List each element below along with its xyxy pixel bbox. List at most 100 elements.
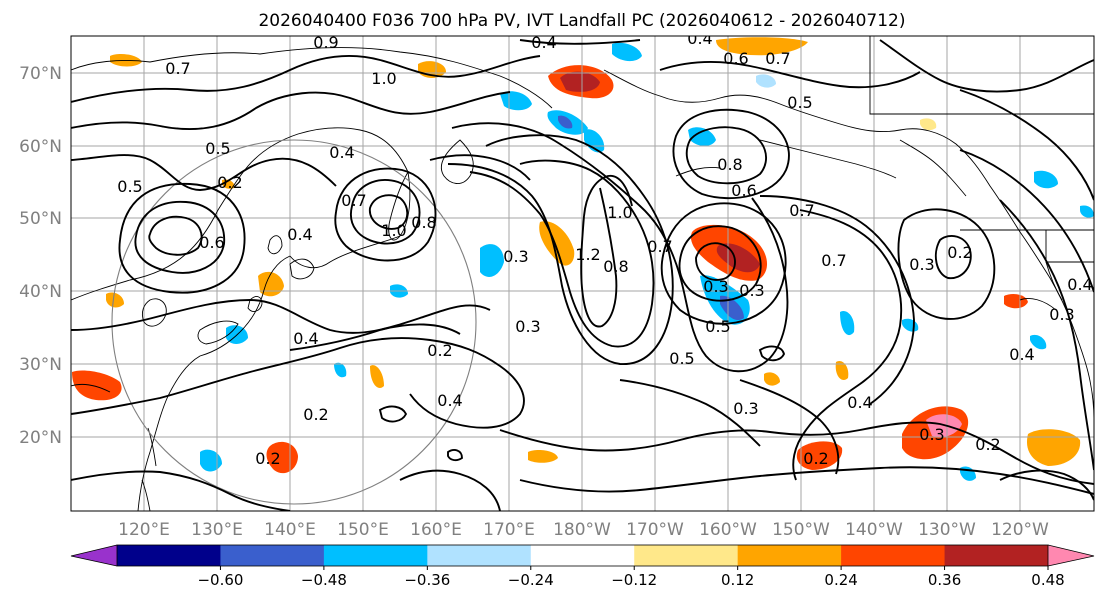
- contour-label: 0.4: [1009, 345, 1034, 364]
- contour-label: 0.3: [909, 255, 934, 274]
- lon-label: 150°W: [772, 520, 830, 540]
- contour-label: 0.7: [765, 49, 790, 68]
- colorbar-tick-label: 0.48: [1031, 571, 1064, 589]
- lon-label: 180°W: [553, 520, 611, 540]
- pv-anomaly-shading: [72, 37, 1094, 481]
- contour-label: 0.4: [437, 391, 462, 410]
- contour-label: 0.7: [165, 59, 190, 78]
- contour-label: 0.3: [503, 247, 528, 266]
- lat-label: 30°N: [19, 355, 62, 375]
- longitude-labels: 120°E 130°E 140°E 150°E 160°E 170°E 180°…: [118, 520, 1049, 540]
- colorbar-cell: [117, 545, 221, 566]
- colorbar-min-extension: [71, 545, 117, 566]
- anomaly-patch-negative: [840, 310, 855, 336]
- anomaly-patch-positive: [560, 71, 600, 92]
- lon-label: 130°E: [191, 520, 243, 540]
- contour-label: 0.4: [687, 29, 712, 48]
- anomaly-patch-negative: [612, 42, 642, 62]
- lon-label: 140°W: [845, 520, 903, 540]
- coastlines: [71, 36, 1094, 511]
- contour-label: 0.7: [647, 237, 672, 256]
- anomaly-patch-positive: [1004, 294, 1028, 309]
- contour-label: 1.0: [381, 221, 406, 240]
- contour-label: 0.3: [919, 425, 944, 444]
- lon-label: 120°W: [991, 520, 1049, 540]
- colorbar-tick-label: −0.48: [301, 571, 347, 589]
- anomaly-patch-positive: [528, 450, 558, 463]
- anomaly-patch-positive: [920, 118, 937, 131]
- lon-label: 130°W: [918, 520, 976, 540]
- contour-label: 0.8: [603, 257, 628, 276]
- contour-label: 0.8: [717, 155, 742, 174]
- anomaly-patch-negative: [1030, 334, 1047, 350]
- range-ring: [111, 139, 477, 505]
- lon-label: 160°E: [410, 520, 462, 540]
- graticule: [71, 36, 1094, 511]
- contour-label: 0.6: [723, 49, 748, 68]
- colorbar-tick-label: −0.12: [611, 571, 657, 589]
- colorbar-cell: [737, 545, 842, 566]
- colorbar-tick-label: 0.36: [928, 571, 961, 589]
- contour-label: 0.9: [313, 33, 338, 52]
- contour-label: 0.2: [947, 243, 972, 262]
- anomaly-patch-negative: [720, 295, 744, 321]
- contour-label: 0.2: [303, 405, 328, 424]
- anomaly-patch-negative: [480, 244, 504, 277]
- contour-label: 0.4: [287, 225, 312, 244]
- contour-label: 0.4: [1067, 275, 1092, 294]
- contour-label: 0.3: [1049, 305, 1074, 324]
- lat-label: 50°N: [19, 209, 62, 229]
- contour-label: 0.7: [341, 191, 366, 210]
- colorbar-max-extension: [1048, 545, 1094, 566]
- contour-label: 0.8: [411, 213, 436, 232]
- anomaly-patch-negative: [688, 127, 716, 146]
- contour-label: 0.4: [531, 33, 556, 52]
- contour-label: 0.2: [217, 173, 242, 192]
- contour-label: 0.7: [821, 251, 846, 270]
- anomaly-patch-positive: [370, 365, 384, 388]
- anomaly-patch-positive: [796, 441, 843, 470]
- colorbar-cell: [841, 545, 946, 566]
- lon-label: 140°E: [264, 520, 316, 540]
- colorbar-cell: [634, 545, 739, 566]
- lat-label: 20°N: [19, 428, 62, 448]
- anomaly-patch-positive: [106, 292, 124, 308]
- map-panel: 0.4 0.4 0.7 0.9 1.0 0.6 0.7 0.5 0.5 0.4 …: [70, 29, 1095, 512]
- colorbar-tick-label: −0.60: [197, 571, 243, 589]
- contour-label: 0.4: [847, 393, 872, 412]
- anomaly-patch-positive: [72, 370, 122, 401]
- contour-label: 0.7: [789, 201, 814, 220]
- contour-label: 0.4: [293, 329, 318, 348]
- anomaly-patch-positive: [1026, 429, 1081, 466]
- contour-label: 0.3: [733, 399, 758, 418]
- contour-label: 0.5: [787, 93, 812, 112]
- anomaly-patch-negative: [1080, 205, 1094, 218]
- colorbar-cell: [220, 545, 325, 566]
- contour-label: 0.5: [117, 177, 142, 196]
- contour-label: 0.2: [427, 341, 452, 360]
- latitude-labels: 70°N 60°N 50°N 40°N 30°N 20°N: [19, 64, 62, 448]
- contour-label: 0.6: [731, 181, 756, 200]
- contour-label: 0.3: [515, 317, 540, 336]
- anomaly-patch-negative: [500, 91, 532, 111]
- anomaly-patch-positive: [835, 360, 849, 381]
- contour-label: 0.3: [703, 277, 728, 296]
- anomaly-patch-positive: [716, 37, 808, 56]
- anomaly-patch-negative: [1034, 170, 1058, 189]
- contour-label: 0.2: [975, 435, 1000, 454]
- contour-label: 0.4: [329, 143, 354, 162]
- lat-label: 60°N: [19, 137, 62, 157]
- contour-label: 0.5: [205, 139, 230, 158]
- anomaly-patch-negative: [558, 115, 573, 129]
- contour-label: 0.3: [739, 281, 764, 300]
- colorbar-tick-label: 0.24: [824, 571, 857, 589]
- colorbar: −0.60 −0.48 −0.36 −0.24 −0.12 0.12 0.24 0.36 0.4…: [70, 544, 1095, 589]
- lat-label: 70°N: [19, 64, 62, 84]
- colorbar-cell: [323, 545, 428, 566]
- colorbar-tick-label: −0.24: [508, 571, 554, 589]
- contour-label: 1.0: [371, 69, 396, 88]
- contour-label: 0.5: [705, 317, 730, 336]
- contour-label: 1.2: [575, 245, 600, 264]
- contour-label: 0.2: [255, 449, 280, 468]
